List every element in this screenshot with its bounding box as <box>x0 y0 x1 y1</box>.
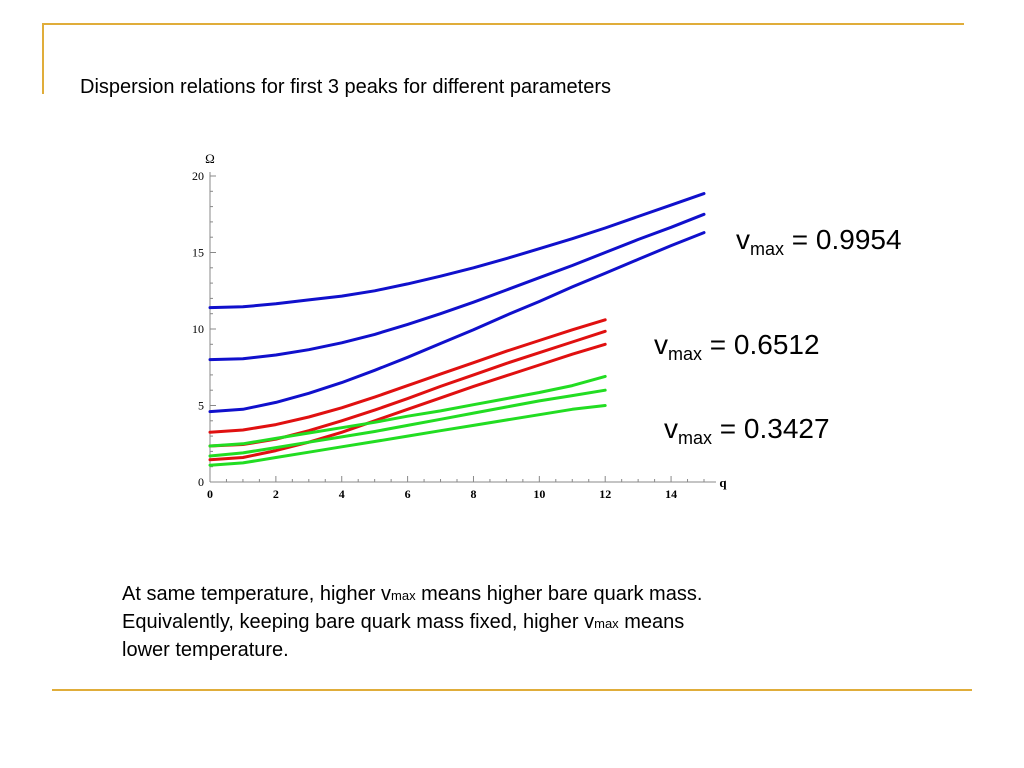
bottom-rule <box>52 689 972 691</box>
explanation-text: At same temperature, higher vmax means h… <box>122 581 902 664</box>
series-line-3 <box>208 231 706 414</box>
note-text: means <box>618 611 685 633</box>
x-tick-label: 12 <box>599 487 611 501</box>
vmax-label-sub: max <box>678 428 713 448</box>
vmax-label-v: v <box>654 329 668 360</box>
note-line-3: lower temperature. <box>122 639 289 661</box>
series-line-1 <box>208 192 706 310</box>
series-line-5 <box>208 329 607 448</box>
series-line-8 <box>208 388 607 458</box>
series-line-6 <box>208 342 607 462</box>
note-text: At same temperature, higher v <box>122 583 392 605</box>
note-text: Equivalently, keeping bare quark mass fi… <box>122 611 595 633</box>
slide-title: Dispersion relations for first 3 peaks f… <box>80 76 611 98</box>
series-line-7 <box>208 374 607 448</box>
left-rule <box>42 23 44 94</box>
y-tick-label: 5 <box>198 399 204 413</box>
x-tick-label: 8 <box>470 487 476 501</box>
vmax-label-sub: max <box>750 239 785 259</box>
x-tick-label: 10 <box>533 487 545 501</box>
y-tick-label: 15 <box>192 246 204 260</box>
vmax-label-v: v <box>664 413 678 444</box>
note-line-1: At same temperature, higher vmax means h… <box>122 581 902 609</box>
note-sub: max <box>391 588 416 603</box>
vmax-label-value: = 0.3427 <box>719 413 830 444</box>
vmax-label-blue: vmax = 0.9954 <box>736 224 902 260</box>
top-rule <box>42 23 964 25</box>
note-text: means higher bare quark mass. <box>415 583 703 605</box>
y-tick-label: 0 <box>198 475 204 489</box>
vmax-label-value: = 0.6512 <box>709 329 820 360</box>
vmax-label-green: vmax = 0.3427 <box>664 413 830 449</box>
x-tick-label: 2 <box>273 487 279 501</box>
y-tick-label: 20 <box>192 169 204 183</box>
vmax-label-sub: max <box>668 344 703 364</box>
vmax-label-v: v <box>736 224 750 255</box>
vmax-label-value: = 0.9954 <box>791 224 902 255</box>
x-tick-label: 0 <box>207 487 213 501</box>
note-sub: max <box>594 616 619 631</box>
x-tick-label: 14 <box>665 487 677 501</box>
x-tick-label: 6 <box>405 487 411 501</box>
series-line-9 <box>208 404 607 467</box>
y-tick-label: 10 <box>192 322 204 336</box>
y-axis-label: Ω <box>205 151 215 166</box>
vmax-label-red: vmax = 0.6512 <box>654 329 820 365</box>
x-axis-label: q <box>719 475 727 490</box>
x-tick-label: 4 <box>339 487 345 501</box>
series-line-2 <box>208 212 706 362</box>
series-line-4 <box>208 318 607 434</box>
note-line-2: Equivalently, keeping bare quark mass fi… <box>122 609 902 637</box>
